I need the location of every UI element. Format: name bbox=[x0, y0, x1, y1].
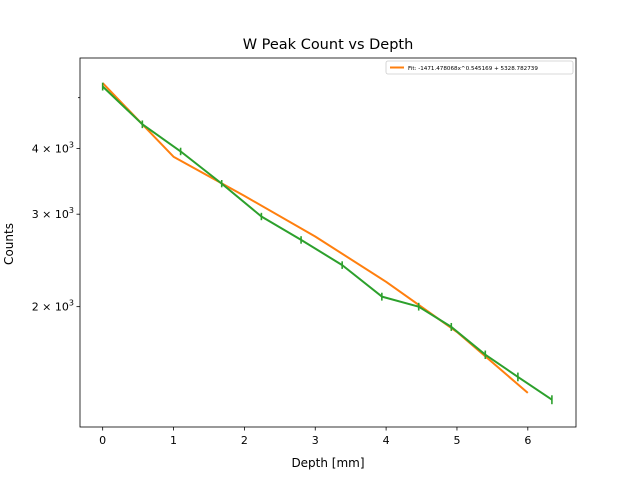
y-axis-label: Counts bbox=[2, 223, 16, 265]
y-tick-label: 4 × 103 bbox=[32, 141, 74, 156]
chart-title: W Peak Count vs Depth bbox=[243, 37, 414, 53]
legend: Fit: -1471.478068x^0.545169 + 5328.78273… bbox=[385, 60, 574, 75]
x-tick-label: 0 bbox=[99, 434, 106, 447]
x-tick-label: 6 bbox=[524, 434, 531, 447]
legend-box bbox=[385, 60, 574, 75]
y-tick-label-exponent: 3 bbox=[69, 299, 74, 308]
y-tick-label: 3 × 103 bbox=[32, 206, 74, 221]
legend-label-fit: Fit: -1471.478068x^0.545169 + 5328.78273… bbox=[408, 66, 538, 72]
y-tick-label-base: 3 × 10 bbox=[32, 208, 69, 221]
y-tick-label-exponent: 3 bbox=[69, 141, 74, 150]
x-tick-label: 2 bbox=[241, 434, 248, 447]
y-tick-label-base: 4 × 10 bbox=[32, 143, 69, 156]
x-tick-label: 3 bbox=[312, 434, 319, 447]
y-tick-label: 2 × 103 bbox=[32, 299, 74, 314]
x-tick-label: 5 bbox=[453, 434, 460, 447]
x-axis-label: Depth [mm] bbox=[291, 456, 364, 470]
x-tick-label: 1 bbox=[170, 434, 177, 447]
y-tick-label-base: 2 × 10 bbox=[32, 301, 69, 314]
x-tick-label: 4 bbox=[383, 434, 390, 447]
axes-frame bbox=[79, 57, 577, 428]
y-tick-label-exponent: 3 bbox=[69, 206, 74, 215]
